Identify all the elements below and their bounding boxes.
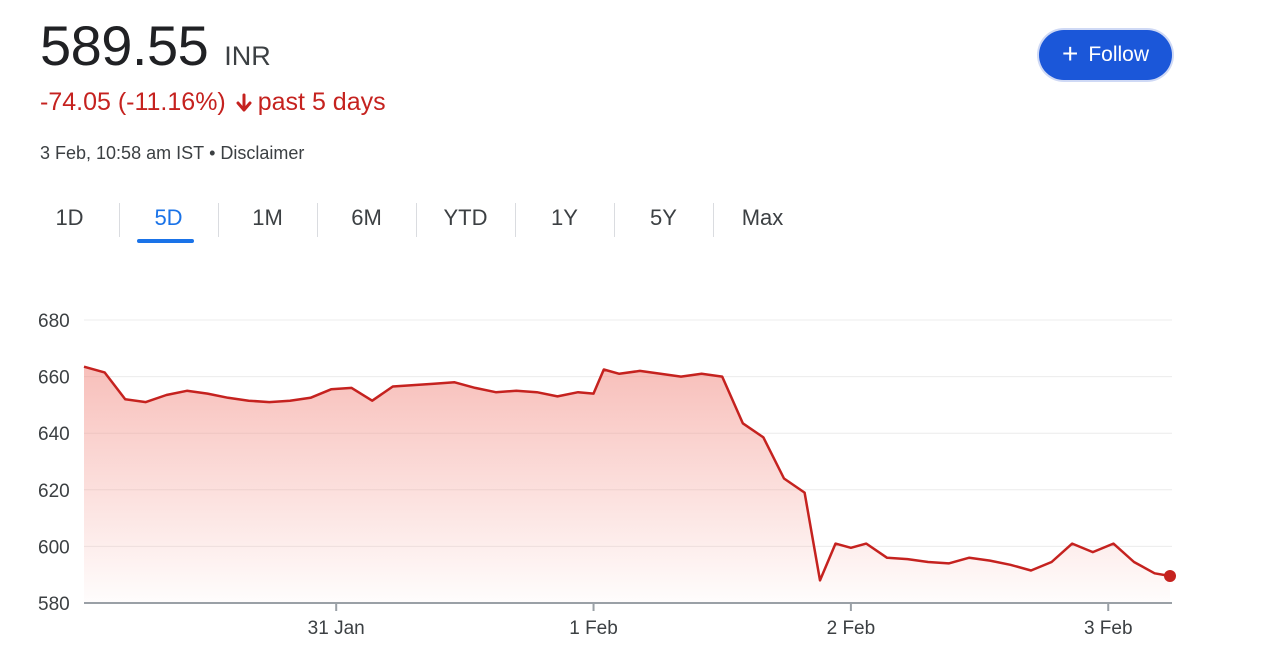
tab-label: 1D — [55, 205, 84, 230]
price-change: -74.05 (-11.16%) past 5 days — [40, 88, 386, 117]
tab-label: 5D — [154, 205, 183, 230]
follow-button[interactable]: + Follow — [1039, 30, 1172, 80]
x-tick-label: 31 Jan — [308, 618, 365, 639]
x-tick-label: 2 Feb — [827, 618, 876, 639]
price-chart[interactable]: 680 660 640 620 600 580 31 Jan 1 Feb 2 Feb 3 Feb — [0, 290, 1280, 658]
range-tabs: 1D 5D 1M 6M YTD 1Y 5Y Max — [20, 195, 812, 245]
tab-label: 1Y — [551, 205, 578, 230]
current-price: 589.55 — [40, 14, 209, 77]
x-tick-label: 1 Feb — [569, 618, 618, 639]
series-line — [83, 365, 1171, 582]
change-period: past 5 days — [257, 88, 386, 116]
tab-5y[interactable]: 5Y — [614, 195, 713, 241]
y-tick-label: 660 — [38, 368, 70, 389]
tab-ytd[interactable]: YTD — [416, 195, 515, 241]
separator: • — [209, 143, 216, 163]
last-point-marker — [1164, 569, 1176, 582]
quote-timestamp-row: 3 Feb, 10:58 am IST • Disclaimer — [40, 143, 304, 164]
disclaimer-link[interactable]: Disclaimer — [220, 143, 305, 163]
change-value: -74.05 (-11.16%) — [40, 88, 226, 116]
plus-icon: + — [1061, 37, 1079, 69]
price-row: 589.55 INR — [40, 18, 386, 74]
arrow-down-icon — [236, 93, 252, 111]
series-area — [84, 366, 1170, 603]
y-tick-label: 580 — [38, 594, 70, 615]
tab-6m[interactable]: 6M — [317, 195, 416, 241]
tab-1d[interactable]: 1D — [20, 195, 119, 241]
tab-1y[interactable]: 1Y — [515, 195, 614, 241]
tab-1m[interactable]: 1M — [218, 195, 317, 241]
y-tick-label: 640 — [38, 424, 70, 445]
currency-code: INR — [224, 41, 271, 71]
tab-label: Max — [741, 205, 784, 230]
quote-timestamp: 3 Feb, 10:58 am IST — [40, 143, 205, 163]
follow-button-label: Follow — [1088, 43, 1150, 66]
y-tick-label: 620 — [38, 481, 70, 502]
tab-max[interactable]: Max — [713, 195, 812, 241]
tab-label: 5Y — [650, 205, 677, 230]
tab-label: YTD — [443, 205, 488, 230]
x-tick-label: 3 Feb — [1084, 618, 1133, 639]
tab-5d[interactable]: 5D — [119, 195, 218, 243]
tab-label: 1M — [252, 205, 283, 230]
y-tick-label: 680 — [38, 311, 70, 332]
y-tick-label: 600 — [38, 537, 70, 558]
tab-label: 6M — [351, 205, 382, 230]
quote-header: 589.55 INR -74.05 (-11.16%) past 5 days — [40, 18, 386, 117]
